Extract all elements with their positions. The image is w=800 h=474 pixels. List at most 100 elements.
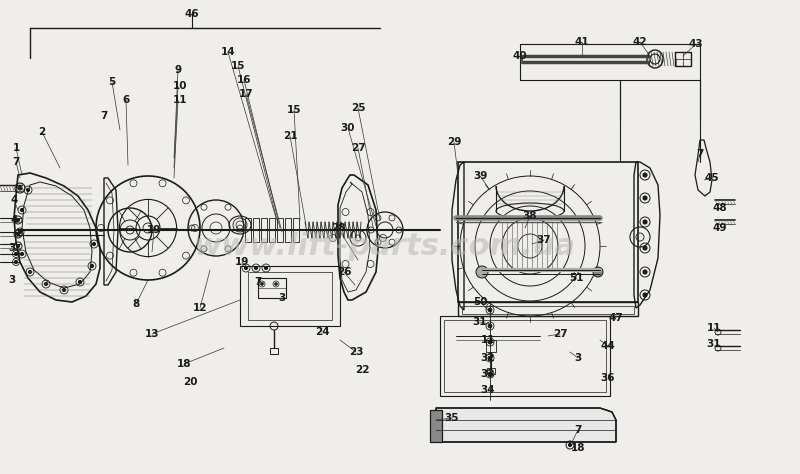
Text: 37: 37 <box>537 235 551 245</box>
Circle shape <box>245 266 247 270</box>
Circle shape <box>643 220 647 224</box>
Text: 14: 14 <box>221 47 235 57</box>
Bar <box>440 316 610 396</box>
Text: 4: 4 <box>10 195 18 205</box>
Circle shape <box>476 266 488 278</box>
Text: 13: 13 <box>145 329 159 339</box>
Text: 43: 43 <box>689 39 703 49</box>
Bar <box>487 368 495 374</box>
Circle shape <box>90 264 94 267</box>
Text: 11: 11 <box>706 323 722 333</box>
Text: 38: 38 <box>522 211 538 221</box>
Circle shape <box>17 219 19 221</box>
Text: 48: 48 <box>713 203 727 213</box>
Circle shape <box>254 266 258 270</box>
Text: 9: 9 <box>174 65 182 75</box>
Circle shape <box>488 324 492 328</box>
Text: 3: 3 <box>8 243 16 253</box>
Circle shape <box>275 283 277 285</box>
Text: 7: 7 <box>254 277 262 287</box>
Bar <box>430 410 442 442</box>
Circle shape <box>643 173 647 177</box>
Text: 47: 47 <box>609 313 623 323</box>
Circle shape <box>45 283 47 285</box>
Text: 35: 35 <box>445 413 459 423</box>
Text: 3: 3 <box>8 275 16 285</box>
Text: 7: 7 <box>100 111 108 121</box>
Text: 6: 6 <box>122 95 130 105</box>
Text: 28: 28 <box>330 223 346 233</box>
Circle shape <box>643 293 647 297</box>
Bar <box>458 162 638 302</box>
Text: 7: 7 <box>574 425 582 435</box>
Text: 11: 11 <box>481 335 495 345</box>
Bar <box>430 410 442 442</box>
Text: 22: 22 <box>354 365 370 375</box>
Text: 20: 20 <box>182 377 198 387</box>
Text: 18: 18 <box>570 443 586 453</box>
Text: 27: 27 <box>350 143 366 153</box>
Circle shape <box>21 253 23 255</box>
Bar <box>462 306 634 314</box>
Bar <box>270 348 278 354</box>
Text: 27: 27 <box>553 329 567 339</box>
Text: 4: 4 <box>10 215 18 225</box>
Bar <box>458 302 638 316</box>
Text: www.lift-parts.com.ua: www.lift-parts.com.ua <box>193 232 575 261</box>
Text: 36: 36 <box>601 373 615 383</box>
Text: 44: 44 <box>601 341 615 351</box>
Bar <box>258 278 286 298</box>
Circle shape <box>29 271 31 273</box>
Text: 39: 39 <box>473 171 487 181</box>
Text: 34: 34 <box>481 385 495 395</box>
Text: 18: 18 <box>177 359 191 369</box>
Text: 5: 5 <box>108 77 116 87</box>
Bar <box>675 52 691 66</box>
Polygon shape <box>436 408 616 442</box>
Text: 29: 29 <box>447 137 461 147</box>
Circle shape <box>14 253 18 255</box>
Circle shape <box>17 245 19 247</box>
Text: 33: 33 <box>481 369 495 379</box>
Circle shape <box>21 209 23 211</box>
Text: 8: 8 <box>132 299 140 309</box>
Text: 19: 19 <box>147 225 161 235</box>
Circle shape <box>14 261 18 264</box>
Text: 51: 51 <box>569 273 583 283</box>
Text: 2: 2 <box>38 127 46 137</box>
Text: 31: 31 <box>706 339 722 349</box>
Text: 15: 15 <box>286 105 302 115</box>
Bar <box>240 266 340 326</box>
Text: 30: 30 <box>341 123 355 133</box>
Text: 11: 11 <box>173 95 187 105</box>
Text: 32: 32 <box>481 353 495 363</box>
Text: 7: 7 <box>12 157 20 167</box>
Circle shape <box>93 243 95 246</box>
Circle shape <box>265 266 267 270</box>
Text: 24: 24 <box>314 327 330 337</box>
Text: 21: 21 <box>282 131 298 141</box>
Text: 10: 10 <box>173 81 187 91</box>
Circle shape <box>643 196 647 200</box>
Text: 46: 46 <box>185 9 199 19</box>
Circle shape <box>488 372 492 376</box>
Circle shape <box>488 340 492 344</box>
Text: 49: 49 <box>713 223 727 233</box>
Text: 1: 1 <box>12 143 20 153</box>
Bar <box>486 340 496 352</box>
Text: 31: 31 <box>473 317 487 327</box>
Circle shape <box>17 233 19 236</box>
Text: 12: 12 <box>193 303 207 313</box>
Bar <box>248 272 332 320</box>
Text: 40: 40 <box>513 51 527 61</box>
Circle shape <box>62 289 66 292</box>
Text: 50: 50 <box>473 297 487 307</box>
Text: 19: 19 <box>235 257 249 267</box>
Text: 3: 3 <box>574 353 582 363</box>
Text: 3: 3 <box>278 293 286 303</box>
Circle shape <box>261 283 263 285</box>
Text: 41: 41 <box>574 37 590 47</box>
Circle shape <box>18 230 22 234</box>
Text: 42: 42 <box>633 37 647 47</box>
Text: 25: 25 <box>350 103 366 113</box>
